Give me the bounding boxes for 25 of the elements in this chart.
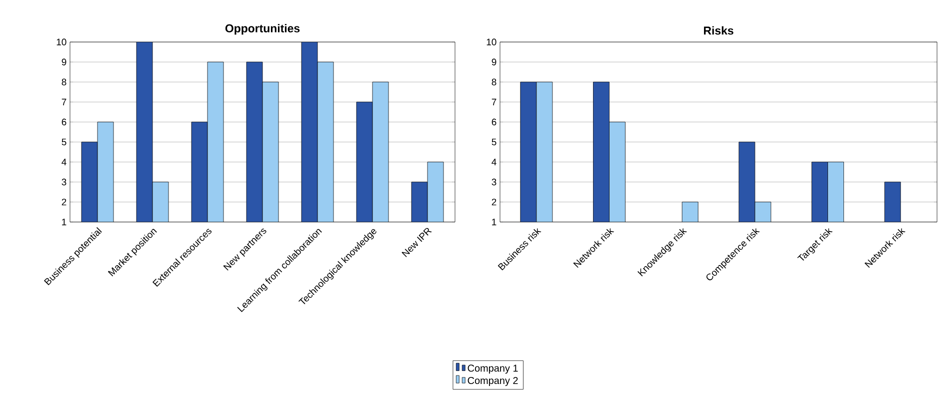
y-tick-label: 1 (62, 218, 66, 226)
y-tick-label: 7 (62, 98, 66, 106)
legend-label: Company 2 (468, 376, 518, 386)
y-tick-label: 9 (62, 58, 66, 66)
y-tick-label: 8 (492, 78, 496, 86)
y-tick-label: 4 (62, 158, 66, 166)
y-tick-label: 10 (486, 38, 496, 46)
y-tick-label: 3 (492, 178, 496, 186)
y-tick-label: 3 (62, 178, 66, 186)
y-tick-label: 1 (492, 218, 496, 226)
y-tick-label: 6 (62, 118, 66, 126)
y-tick-label: 7 (492, 98, 496, 106)
chart-title: Opportunities (225, 24, 300, 35)
y-tick-label: 9 (492, 58, 496, 66)
y-tick-label: 5 (492, 138, 496, 146)
y-tick-label: 6 (492, 118, 496, 126)
y-tick-label: 5 (62, 138, 66, 146)
y-tick-label: 2 (492, 198, 496, 206)
legend-label: Company 1 (468, 364, 518, 374)
y-tick-label: 10 (56, 38, 66, 46)
y-tick-label: 4 (492, 158, 496, 166)
chart-title: Risks (704, 26, 734, 35)
y-tick-label: 2 (62, 198, 66, 206)
x-tick-label: New IPR (402, 228, 432, 258)
y-tick-label: 8 (62, 78, 66, 86)
